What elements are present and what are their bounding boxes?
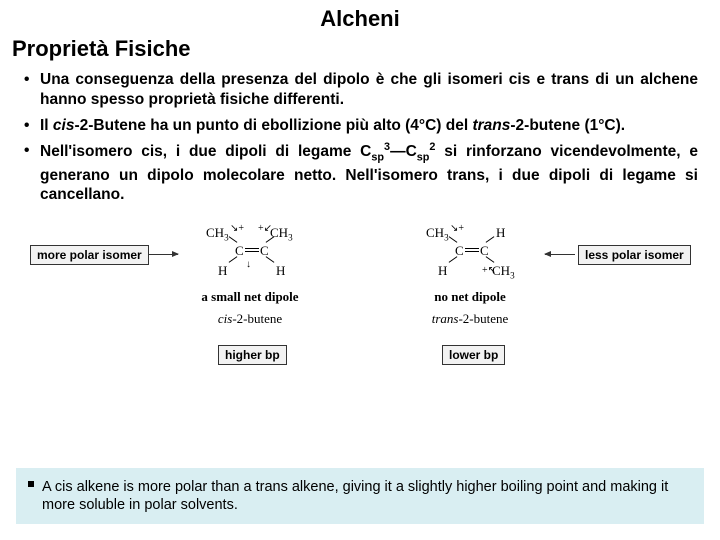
ch3-label: CH3 — [426, 225, 449, 243]
text: -2-Butene ha un punto di ebollizione più… — [74, 117, 472, 134]
bond-line — [229, 256, 238, 263]
h-label: H — [496, 225, 505, 241]
page-title: Alcheni — [0, 0, 720, 32]
cis-name: cis-2-butene — [180, 311, 320, 327]
cis-molecule: CH3 ↘+ +↙ CH3 C C H ↓ H a small net dipo… — [180, 225, 320, 327]
square-bullet-icon — [28, 481, 34, 487]
diagram-area: more polar isomer CH3 ↘+ +↙ CH3 C C H ↓ … — [30, 225, 690, 405]
text-italic: cis — [53, 117, 75, 134]
bullet-3: Nell'isomero cis, i due dipoli di legame… — [28, 141, 698, 205]
bullet-list: Una conseguenza della presenza del dipol… — [0, 66, 720, 219]
bond-line — [486, 236, 495, 243]
footer-summary: A cis alkene is more polar than a trans … — [16, 468, 704, 524]
trans-structure: CH3 ↘+ H C C H +↖ CH3 — [400, 225, 540, 285]
text: -2-butene (1°C). — [510, 117, 625, 134]
text: Nell'isomero cis, i due dipoli di legame… — [40, 144, 371, 161]
trans-name: trans-2-butene — [400, 311, 540, 327]
bond-line — [449, 256, 458, 263]
lower-bp-label: lower bp — [442, 345, 505, 365]
arrow-icon — [545, 254, 575, 255]
text: —C — [390, 144, 417, 161]
ch3-label: CH3 — [492, 263, 515, 281]
text: Il — [40, 117, 53, 134]
trans-molecule: CH3 ↘+ H C C H +↖ CH3 no net dipole tran… — [400, 225, 540, 327]
more-polar-label: more polar isomer — [30, 245, 149, 265]
no-dipole-caption: no net dipole — [400, 289, 540, 305]
net-dipole-arrow-icon: ↓ — [246, 259, 251, 270]
ch3-label: CH3 — [270, 225, 293, 243]
h-label: H — [438, 263, 447, 279]
ch3-label: CH3 — [206, 225, 229, 243]
footer-text: A cis alkene is more polar than a trans … — [42, 479, 668, 513]
bullet-2: Il cis-2-Butene ha un punto di ebollizio… — [28, 116, 698, 136]
less-polar-label: less polar isomer — [578, 245, 691, 265]
arrow-icon — [148, 254, 178, 255]
h-label: H — [218, 263, 227, 279]
h-label: H — [276, 263, 285, 279]
bond-line — [229, 236, 238, 243]
dipole-arrow-icon: ↘+ — [450, 223, 464, 234]
dipole-arrow-icon: ↘+ — [230, 223, 244, 234]
text-italic: trans — [472, 117, 510, 134]
bond-line — [465, 251, 479, 252]
bond-line — [245, 248, 259, 249]
bullet-1: Una conseguenza della presenza del dipol… — [28, 70, 698, 110]
bond-line — [449, 236, 458, 243]
cis-structure: CH3 ↘+ +↙ CH3 C C H ↓ H — [180, 225, 320, 285]
bond-line — [245, 251, 259, 252]
bond-line — [465, 248, 479, 249]
small-dipole-caption: a small net dipole — [180, 289, 320, 305]
text-sub: sp — [371, 152, 384, 164]
bond-line — [486, 256, 495, 263]
higher-bp-label: higher bp — [218, 345, 287, 365]
bond-line — [266, 256, 275, 263]
section-subtitle: Proprietà Fisiche — [0, 32, 720, 66]
text-sub: sp — [417, 152, 430, 164]
